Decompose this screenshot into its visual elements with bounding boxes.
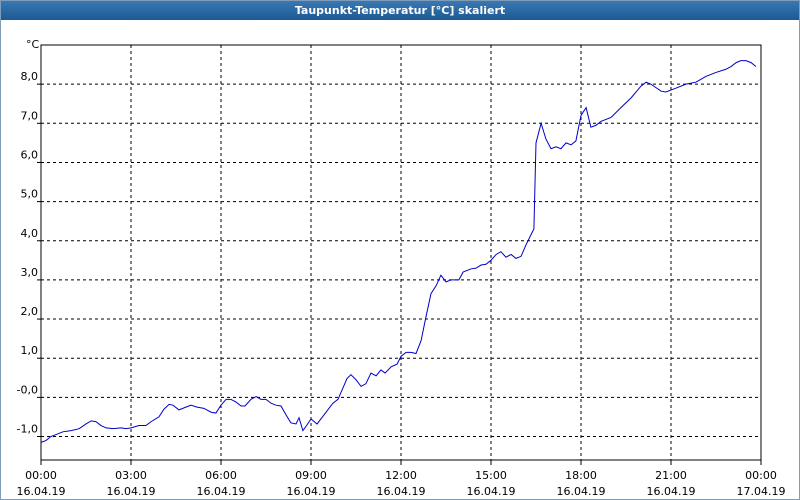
x-tick-label: 12:00	[385, 469, 417, 482]
x-tick-label: 21:00	[655, 469, 687, 482]
x-tick-label: 15:00	[475, 469, 507, 482]
y-tick-label: 3,0	[21, 266, 39, 279]
x-tick-date: 16.04.19	[467, 485, 516, 498]
y-tick-label: -0,0	[17, 383, 38, 396]
y-tick-label: -1,0	[17, 423, 38, 436]
y-tick-label: 5,0	[21, 188, 39, 201]
line-series	[40, 60, 757, 443]
x-tick-date: 16.04.19	[17, 485, 66, 498]
title-bar: Taupunkt-Temperatur [°C] skaliert	[1, 1, 799, 20]
x-tick-date: 16.04.19	[377, 485, 426, 498]
y-tick-label: 1,0	[21, 344, 39, 357]
x-tick-label: 00:00	[745, 469, 777, 482]
x-tick-date: 16.04.19	[197, 485, 246, 498]
x-tick-date: 16.04.19	[647, 485, 696, 498]
x-tick-date: 17.04.19	[737, 485, 786, 498]
plot-border	[40, 44, 762, 461]
y-tick-label: 4,0	[21, 227, 39, 240]
chart: °C -1,0 -0,0 1,0 2,0 3,0 4,0 5,0 6,0 7,0 8,0 00:00…	[17, 38, 786, 498]
plot-area	[41, 45, 761, 460]
x-tick-label: 18:00	[565, 469, 597, 482]
x-tick-label: 09:00	[295, 469, 327, 482]
y-tick-label: 7,0	[21, 109, 39, 122]
x-tick-date: 16.04.19	[287, 485, 336, 498]
x-tick-label: 03:00	[115, 469, 147, 482]
y-tick-label: 6,0	[21, 148, 39, 161]
x-tick-label: 00:00	[25, 469, 57, 482]
y-tick-label: 8,0	[21, 70, 39, 83]
y-tick-label: 2,0	[21, 305, 39, 318]
x-tick-label: 06:00	[205, 469, 237, 482]
y-unit: °C	[26, 38, 40, 51]
x-tick-date: 16.04.19	[557, 485, 606, 498]
x-tick-date: 16.04.19	[107, 485, 156, 498]
